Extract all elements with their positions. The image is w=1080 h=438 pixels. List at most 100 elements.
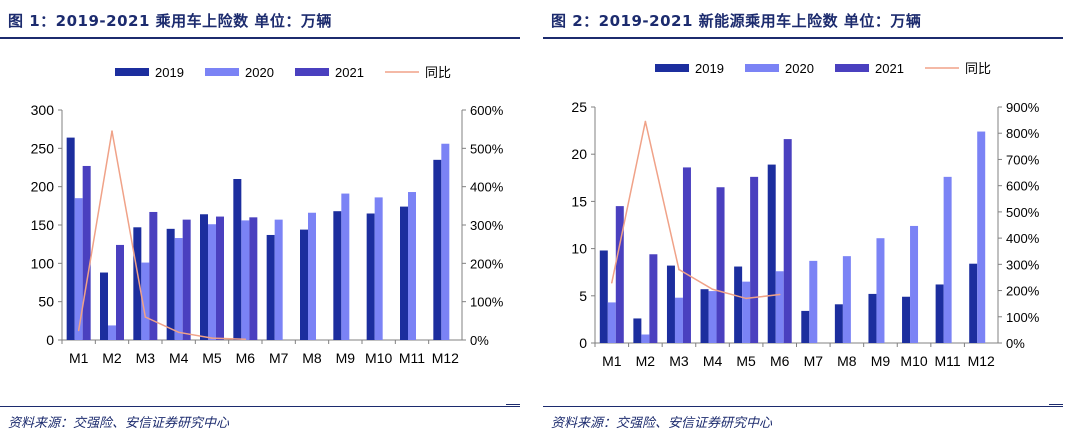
- bar-2019-M4: [166, 228, 175, 340]
- x-tick-label: M7: [804, 353, 824, 369]
- right-tick-label: 400%: [1006, 231, 1040, 246]
- bar-2021-M2: [649, 254, 658, 343]
- figure-2-panel: 图 2：2019-2021 新能源乘用车上险数 单位：万辆 2019 2020 20…: [543, 0, 1068, 438]
- bar-2020-M4: [174, 238, 183, 340]
- legend-swatch-2020: [205, 68, 239, 76]
- left-tick-label: 200: [31, 179, 55, 195]
- line-point-M4: [711, 288, 714, 291]
- bar-2021-M3: [149, 211, 158, 340]
- bar-2019-M7: [266, 234, 275, 340]
- figure-1-title: 图 1：2019-2021 乘用车上险数 单位：万辆: [8, 12, 332, 30]
- legend-swatch-2020: [745, 64, 779, 72]
- bar-2021-M5: [216, 216, 224, 340]
- bar-2021-M6: [249, 217, 258, 340]
- bar-2020-M12: [441, 143, 450, 340]
- bar-2021-M5: [750, 176, 759, 343]
- right-tick-label: 200%: [470, 256, 504, 271]
- legend-item-2019: 2019: [115, 65, 184, 80]
- line-point-M6: [778, 293, 781, 296]
- left-tick-label: 150: [31, 217, 55, 233]
- bar-2019-M5: [734, 266, 743, 343]
- bar-2019-M8: [834, 304, 843, 343]
- legend-label-同比: 同比: [425, 65, 451, 80]
- x-tick-label: M11: [935, 353, 961, 369]
- right-tick-label: 600%: [470, 103, 504, 118]
- line-series-同比: [611, 121, 780, 300]
- bar-2020-M3: [141, 262, 150, 340]
- bar-2020-M4: [708, 291, 717, 343]
- bar-2020-M6: [241, 220, 250, 340]
- left-tick-label: 15: [571, 193, 587, 209]
- x-tick-label: M8: [837, 353, 857, 369]
- bar-2020-M9: [876, 238, 885, 343]
- figure-1-panel: 图 1：2019-2021 乘用车上险数 单位：万辆 2019 2020 2021 同…: [0, 0, 525, 438]
- bar-2021-M6: [783, 139, 792, 343]
- bar-2019-M9: [333, 211, 342, 340]
- bar-2021-M3: [682, 167, 691, 343]
- right-tick-label: 0%: [1006, 336, 1025, 351]
- left-tick-label: 100: [31, 255, 55, 271]
- left-tick-label: 0: [579, 335, 587, 351]
- x-tick-label: M9: [336, 350, 356, 366]
- legend-item-2020: 2020: [745, 61, 814, 76]
- figure-2-title-rule: [543, 37, 1063, 39]
- x-tick-label: M4: [703, 353, 723, 369]
- line-point-M5: [745, 297, 747, 300]
- x-tick-label: M12: [968, 353, 995, 369]
- bar-2020-M5: [208, 224, 216, 340]
- right-tick-label: 900%: [1006, 100, 1040, 115]
- bar-2020-M1: [607, 302, 616, 343]
- line-point-M6: [244, 338, 247, 341]
- bar-2019-M3: [666, 265, 675, 343]
- bar-2021-M4: [182, 219, 191, 340]
- bar-2019-M9: [868, 293, 877, 343]
- bar-2020-M8: [842, 256, 851, 343]
- line-point-M3: [144, 316, 147, 318]
- right-tick-label: 800%: [1006, 126, 1040, 141]
- bar-2020-M5: [742, 281, 751, 343]
- bar-2019-M11: [935, 284, 944, 343]
- figure-2-bottom-rule: [543, 404, 1063, 407]
- bar-2019-M11: [400, 206, 408, 340]
- legend-item-同比: 同比: [925, 61, 991, 76]
- legend-label-2021: 2021: [875, 61, 904, 76]
- bar-2019-M10: [902, 296, 911, 343]
- left-tick-label: 250: [31, 140, 55, 156]
- bar-2020-M8: [308, 212, 316, 340]
- x-tick-label: M10: [900, 353, 927, 369]
- bar-2020-M1: [74, 198, 83, 340]
- bar-2019-M6: [233, 179, 242, 340]
- bar-2019-M6: [767, 164, 776, 343]
- bar-2020-M11: [408, 192, 416, 340]
- figure-1-source: 资料来源：交强险、安信证券研究中心: [8, 416, 230, 431]
- legend-swatch-2021: [295, 68, 329, 76]
- bar-2020-M6: [775, 271, 784, 343]
- right-tick-label: 500%: [470, 141, 504, 156]
- bar-2019-M12: [433, 159, 442, 340]
- figure-2-source: 资料来源：交强险、安信证券研究中心: [551, 416, 773, 431]
- bar-2019-M4: [700, 289, 709, 343]
- right-tick-label: 200%: [1006, 284, 1040, 299]
- x-tick-label: M5: [202, 350, 222, 366]
- x-tick-label: M2: [102, 350, 122, 366]
- x-tick-label: M11: [399, 350, 425, 366]
- bar-2020-M7: [274, 219, 283, 340]
- x-tick-label: M6: [236, 350, 256, 366]
- legend-item-2021: 2021: [835, 61, 904, 76]
- left-tick-label: 10: [571, 241, 587, 257]
- right-tick-label: 400%: [470, 180, 504, 195]
- right-tick-label: 500%: [1006, 205, 1040, 220]
- left-tick-label: 20: [571, 146, 587, 162]
- right-tick-label: 700%: [1006, 152, 1040, 167]
- legend-label-2020: 2020: [785, 61, 814, 76]
- bar-2019-M12: [969, 263, 978, 343]
- bar-2021-M1: [82, 165, 91, 340]
- legend-label-2021: 2021: [335, 65, 364, 80]
- x-tick-label: M6: [770, 353, 790, 369]
- left-tick-label: 5: [579, 288, 587, 304]
- bar-2019-M3: [133, 227, 142, 340]
- line-point-M4: [177, 331, 180, 334]
- bar-2020-M2: [641, 334, 650, 343]
- bar-2020-M12: [977, 131, 986, 343]
- line-point-M2: [644, 120, 647, 123]
